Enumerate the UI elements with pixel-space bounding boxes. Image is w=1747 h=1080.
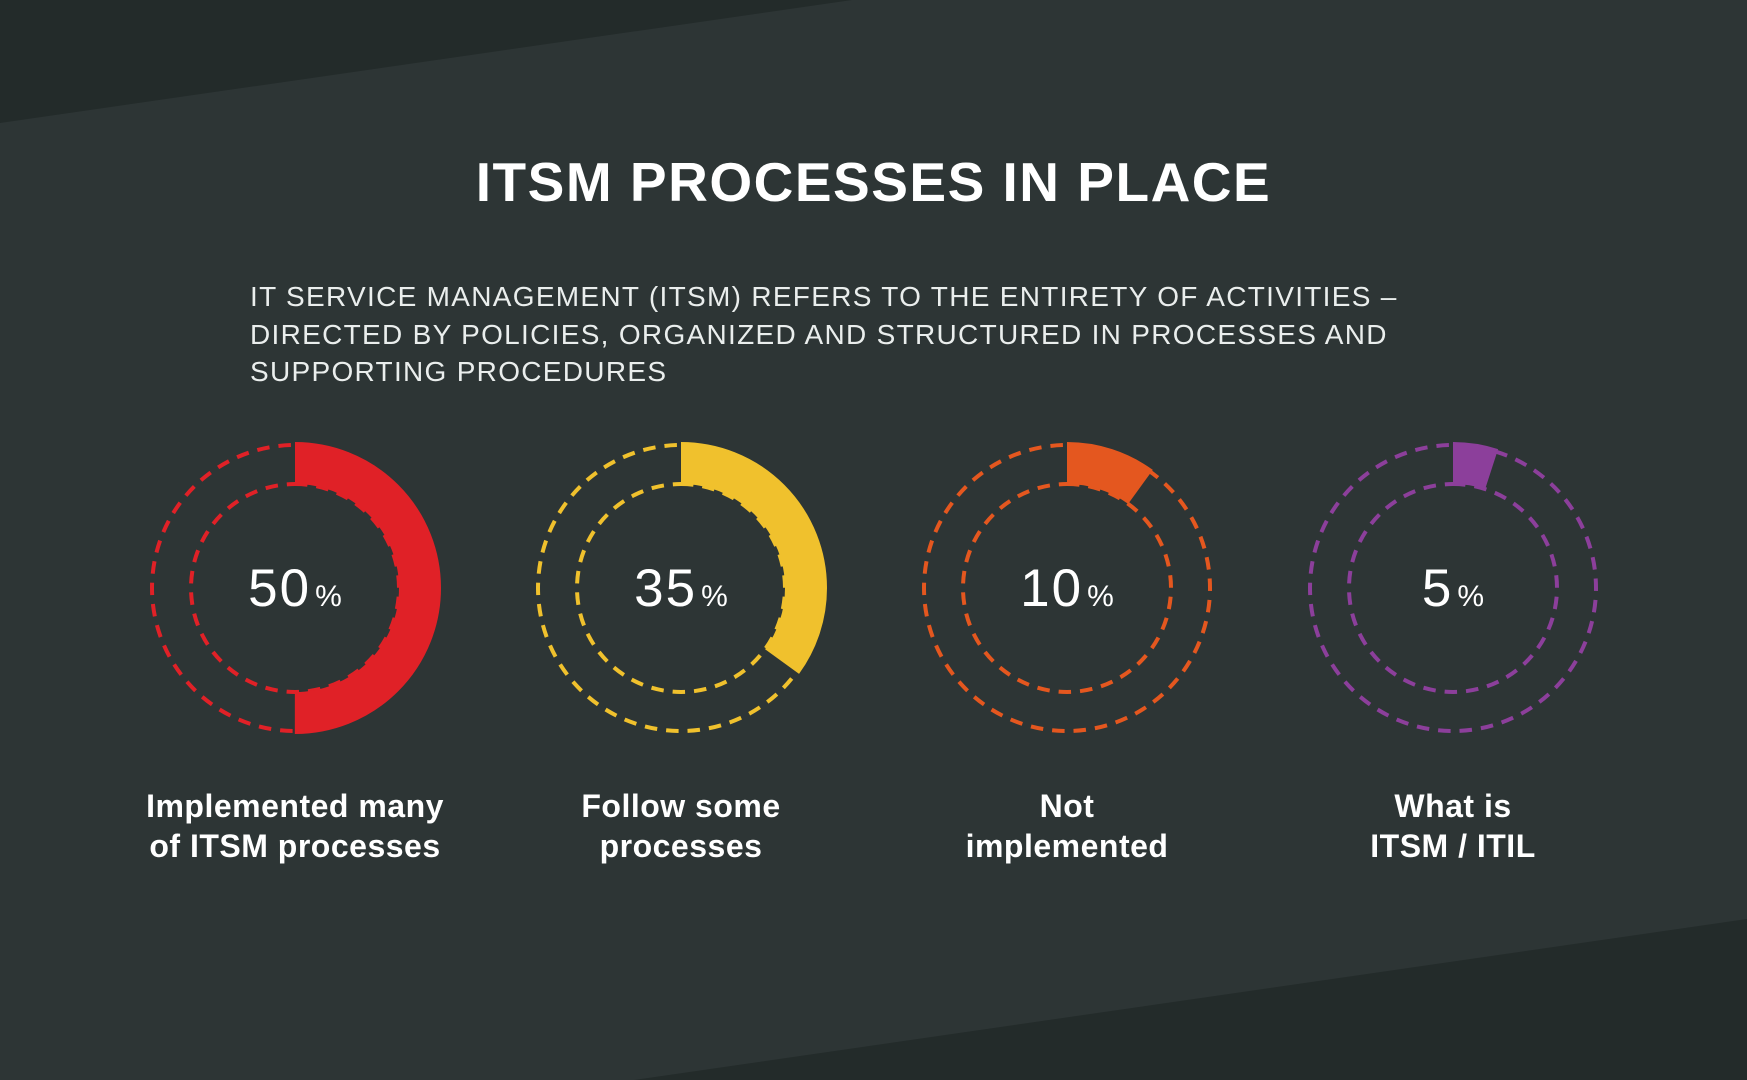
donut-card-follow-some: 35 % Follow some processes xyxy=(488,438,874,878)
outer-dashed-ring xyxy=(922,443,1212,733)
top-left-accent-shape xyxy=(0,0,852,123)
donut-label-line-2: of ITSM processes xyxy=(149,828,441,864)
donut-chart-implemented-many xyxy=(149,442,441,734)
donut-label-line-2: ITSM / ITIL xyxy=(1370,828,1536,864)
donut-label: Implemented many of ITSM processes xyxy=(102,786,488,866)
donut-card-implemented-many: 50 % Implemented many of ITSM processes xyxy=(102,438,488,878)
inner-dashed-ring xyxy=(189,482,401,694)
donut-label-line-1: Implemented many xyxy=(146,788,444,824)
inner-dashed-ring xyxy=(1347,482,1559,694)
value-arc xyxy=(921,442,1213,734)
donut-label-line-2: implemented xyxy=(965,828,1169,864)
donut-chart-not-implemented xyxy=(921,442,1213,734)
donut-card-what-is-itsm: 5 % What is ITSM / ITIL xyxy=(1260,438,1646,878)
donut-chart-what-is-itsm xyxy=(1307,442,1599,734)
page-title: ITSM PROCESSES IN PLACE xyxy=(475,151,1272,213)
value-arc xyxy=(1307,442,1599,734)
donut-label: Not implemented xyxy=(874,786,1260,866)
subtitle-line-3: SUPPORTING PROCEDURES xyxy=(250,356,668,387)
donut-chart-follow-some xyxy=(535,442,827,734)
donut-label-line-1: Not xyxy=(1039,788,1095,824)
donut-card-not-implemented: 10 % Not implemented xyxy=(874,438,1260,878)
donut-label-line-1: Follow some xyxy=(581,788,781,824)
value-arc xyxy=(149,442,441,734)
subtitle-line-2: DIRECTED BY POLICIES, ORGANIZED AND STRU… xyxy=(250,318,1388,350)
donut-label: What is ITSM / ITIL xyxy=(1260,786,1646,866)
bottom-right-accent-shape xyxy=(634,919,1747,1080)
inner-dashed-ring xyxy=(961,482,1173,694)
inner-dashed-ring xyxy=(575,482,787,694)
subtitle-line-1: IT SERVICE MANAGEMENT (ITSM) REFERS TO T… xyxy=(250,281,1398,312)
donut-label-line-2: processes xyxy=(599,828,763,864)
donut-label: Follow some processes xyxy=(488,786,874,866)
outer-dashed-ring xyxy=(1308,443,1598,733)
donut-label-line-1: What is xyxy=(1394,788,1512,824)
value-arc xyxy=(535,442,827,734)
subtitle: IT SERVICE MANAGEMENT (ITSM) REFERS TO T… xyxy=(250,278,1550,391)
